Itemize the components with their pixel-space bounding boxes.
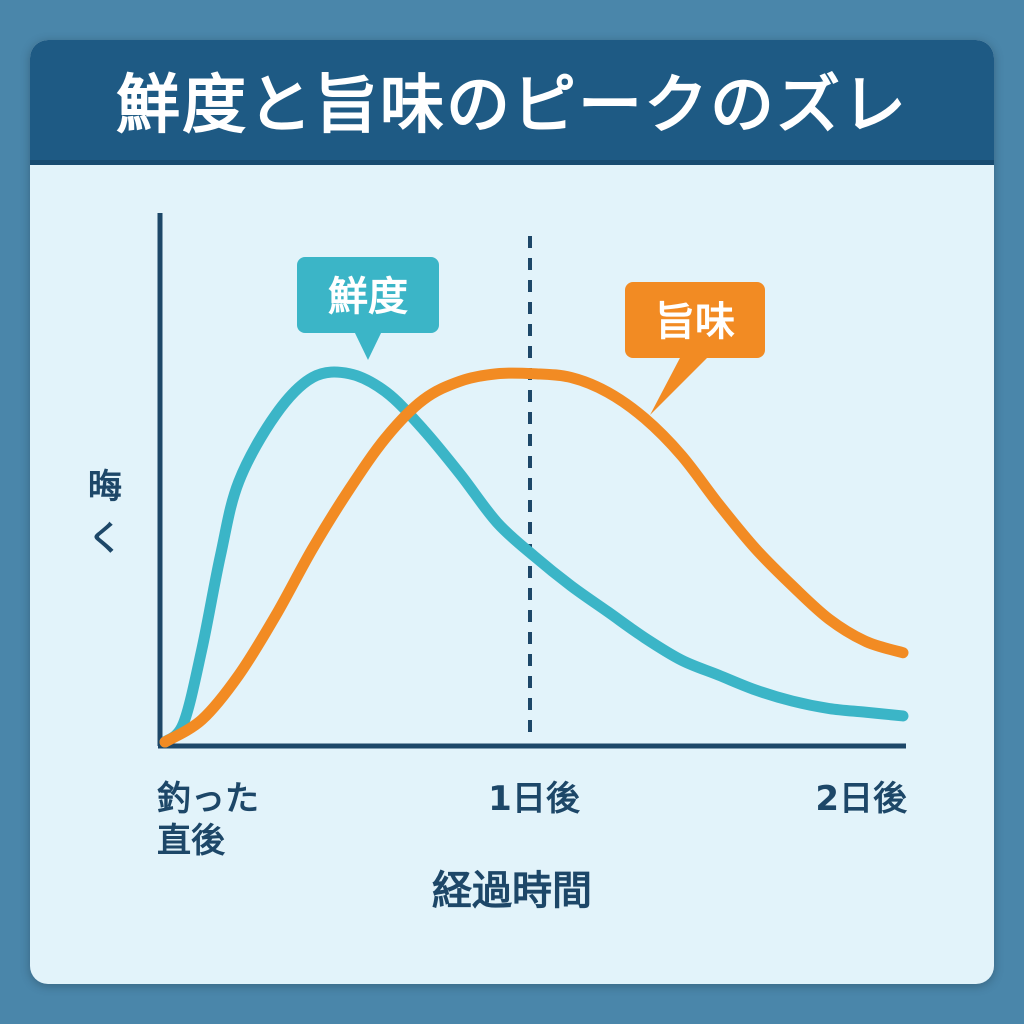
axes [157, 213, 906, 749]
callout-2: 旨味 [625, 282, 765, 415]
series-line-2 [159, 367, 909, 748]
callout-pointer [354, 331, 382, 360]
callout-pointer [650, 356, 709, 415]
callout-label: 鮮度 [328, 274, 408, 320]
callout-box [297, 257, 439, 333]
x-tick-label: 1日後 [488, 779, 581, 819]
y-axis-label: 晦く [88, 467, 122, 559]
x-tick-label: 2日後 [815, 779, 908, 819]
callout-1: 鮮度 [297, 257, 439, 360]
x-axis-label: 経過時間 [432, 868, 592, 914]
series-line-1 [159, 366, 909, 748]
title-banner: 鮮度と旨味のピークのズレ [30, 40, 994, 165]
x-tick-labels: 釣った直後 1日後 2日後 [157, 779, 908, 861]
chart-title: 鮮度と旨味のピークのズレ [116, 69, 908, 143]
series-layer [159, 366, 909, 748]
callout-label: 旨味 [655, 299, 735, 345]
chart-card: 鮮度と旨味のピークのズレ [30, 40, 994, 984]
callout-box [625, 282, 765, 358]
x-tick-label: 釣った直後 [157, 779, 259, 861]
